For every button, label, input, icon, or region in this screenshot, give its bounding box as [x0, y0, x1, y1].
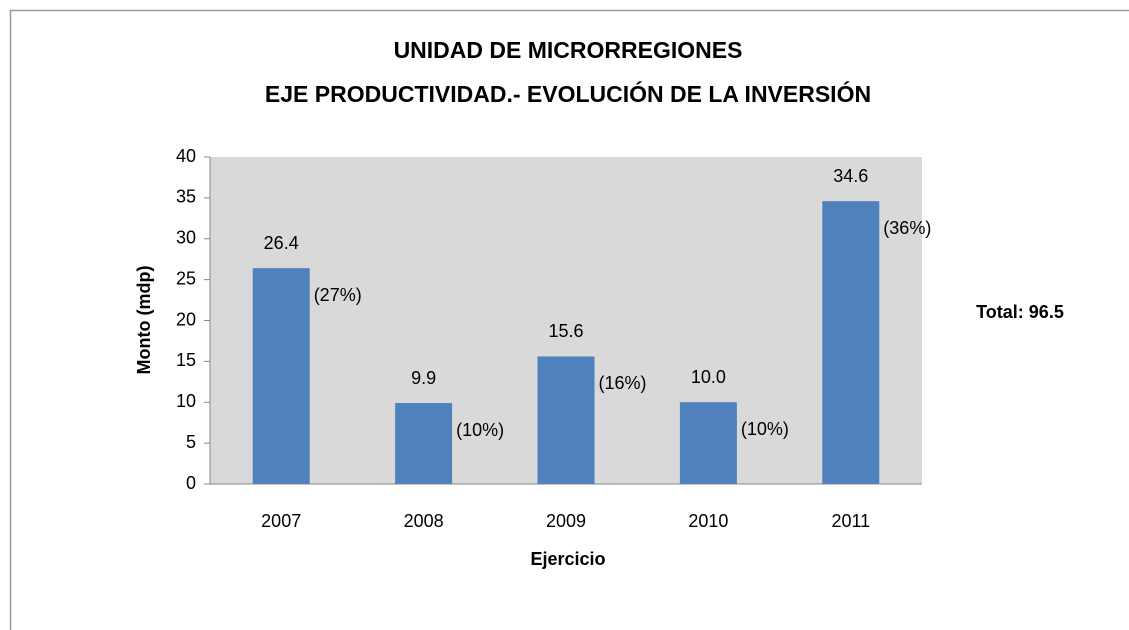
value-label: 34.6 — [833, 166, 868, 186]
y-tick-label: 5 — [186, 432, 196, 452]
chart-subtitle: EJE PRODUCTIVIDAD.- EVOLUCIÓN DE LA INVE… — [265, 80, 871, 107]
y-tick-label: 0 — [186, 473, 196, 493]
bar — [822, 201, 880, 484]
value-label: 15.6 — [548, 321, 583, 341]
bar — [252, 268, 310, 484]
bar — [395, 403, 453, 484]
value-label: 10.0 — [691, 367, 726, 387]
bar — [537, 356, 595, 484]
y-axis-title: Monto (mdp) — [134, 266, 154, 375]
y-tick-label: 35 — [176, 187, 196, 207]
y-tick-label: 40 — [176, 146, 196, 166]
y-tick-label: 15 — [176, 350, 196, 370]
percent-label: (27%) — [314, 285, 362, 305]
x-tick-label: 2007 — [261, 511, 301, 531]
chart-title: UNIDAD DE MICRORREGIONES — [394, 37, 743, 63]
percent-label: (10%) — [741, 419, 789, 439]
bar — [679, 402, 737, 484]
percent-label: (10%) — [456, 420, 504, 440]
total-annotation: Total: 96.5 — [976, 302, 1064, 322]
percent-label: (36%) — [883, 218, 931, 238]
chart-border — [9, 9, 1129, 630]
x-tick-label: 2009 — [546, 511, 586, 531]
y-tick-label: 20 — [176, 309, 196, 329]
value-label: 9.9 — [411, 368, 436, 388]
y-tick-label: 30 — [176, 228, 196, 248]
x-tick-label: 2010 — [688, 511, 728, 531]
x-axis-title: Ejercicio — [530, 549, 605, 569]
value-label: 26.4 — [264, 233, 299, 253]
x-tick-label: 2011 — [831, 511, 870, 531]
x-tick-label: 2008 — [404, 511, 444, 531]
y-tick-label: 25 — [176, 268, 196, 288]
y-tick-label: 10 — [176, 391, 196, 411]
percent-label: (16%) — [599, 373, 647, 393]
